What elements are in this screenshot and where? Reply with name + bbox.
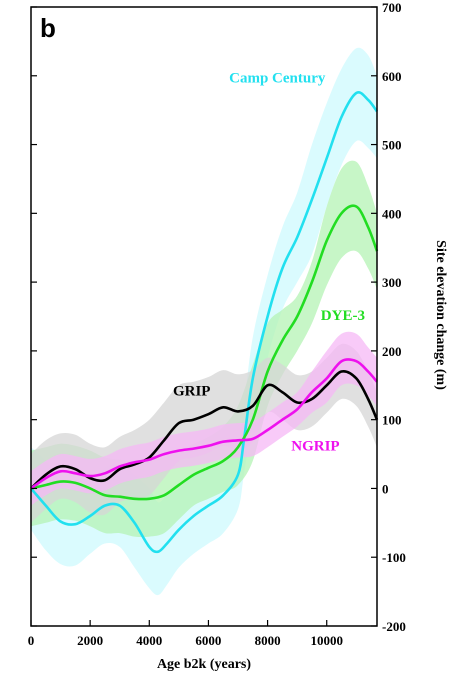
ngrip-label: NGRIP	[291, 439, 339, 455]
y-tick-label: -100	[382, 550, 406, 565]
x-tick-label: 2000	[77, 633, 103, 648]
x-tick-label: 4000	[136, 633, 162, 648]
series-labels: Camp Century DYE-3 GRIP NGRIP	[173, 71, 365, 455]
grip-label: GRIP	[173, 384, 211, 400]
x-tick-label: 8000	[255, 633, 281, 648]
dye-3-label: DYE-3	[321, 308, 365, 324]
panel-label: b	[40, 13, 56, 43]
plot-border	[30, 6, 378, 627]
y-tick-label: 100	[382, 413, 402, 428]
plot-frame	[30, 6, 378, 627]
series-lines	[30, 91, 379, 554]
ngrip-uncertainty-band	[31, 331, 377, 506]
y-tick-label: 0	[382, 481, 389, 496]
y-tick-label: -200	[382, 619, 406, 634]
x-axis-title: Age b2k (years)	[157, 657, 251, 672]
x-tick-label: 0	[28, 633, 35, 648]
y-axis-title: Site elevation change (m)	[433, 240, 448, 390]
grip-line	[30, 369, 379, 490]
x-tick-label: 10000	[310, 633, 343, 648]
y-tick-label: 500	[382, 138, 402, 153]
camp-century-line	[30, 91, 379, 554]
camp-century-label: Camp Century	[229, 71, 326, 87]
axis-ticks: 0 2000 4000 6000 8000 10000 -200 -100 0 100 200 300…	[28, 0, 406, 648]
x-tick-label: 6000	[195, 633, 221, 648]
y-tick-label: 400	[382, 206, 402, 221]
dye-3-line	[30, 204, 379, 501]
y-tick-label: 200	[382, 344, 402, 359]
ngrip-line	[30, 358, 378, 490]
y-tick-label: 300	[382, 275, 402, 290]
uncertainty-bands	[31, 47, 377, 596]
y-tick-label: 700	[382, 0, 402, 15]
y-tick-label: 600	[382, 69, 402, 84]
